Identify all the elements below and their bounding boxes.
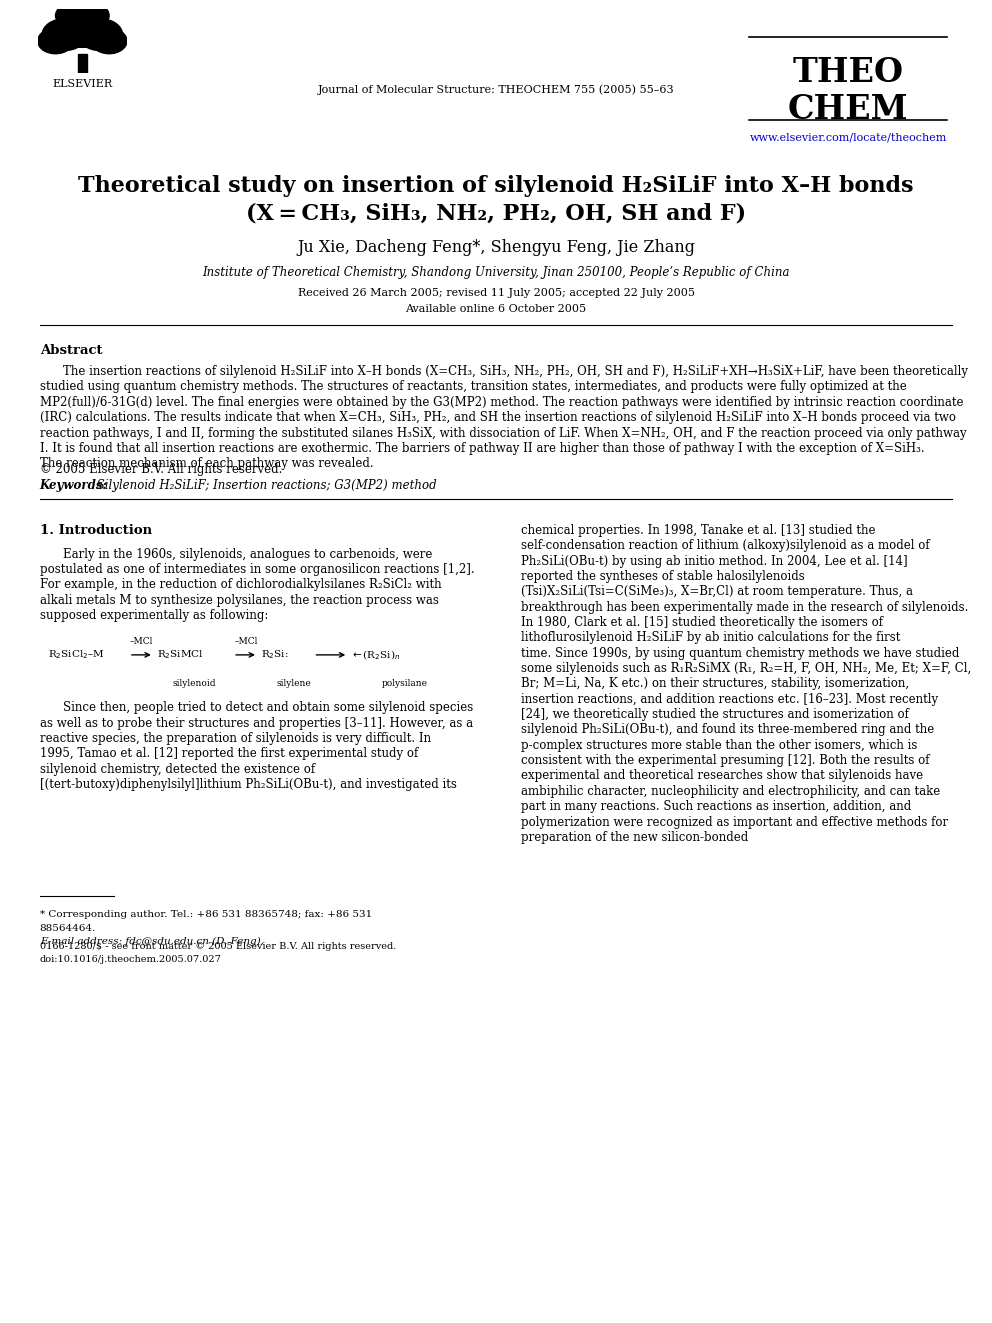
Text: p-complex structures more stable than the other isomers, which is: p-complex structures more stable than th… — [521, 738, 918, 751]
Text: Theoretical study on insertion of silylenoid H₂SiLiF into X–H bonds: Theoretical study on insertion of silyle… — [78, 175, 914, 197]
Bar — [77, 54, 87, 73]
Text: Received 26 March 2005; revised 11 July 2005; accepted 22 July 2005: Received 26 March 2005; revised 11 July … — [298, 288, 694, 299]
Text: doi:10.1016/j.theochem.2005.07.027: doi:10.1016/j.theochem.2005.07.027 — [40, 955, 221, 963]
Text: silylene: silylene — [276, 679, 311, 688]
Circle shape — [56, 3, 91, 28]
Text: supposed experimentally as following:: supposed experimentally as following: — [40, 609, 268, 622]
Text: breakthrough has been experimentally made in the research of silylenoids.: breakthrough has been experimentally mad… — [521, 601, 968, 614]
Text: (Tsi)X₂SiLi(Tsi=C(SiMe₃)₃, X=Br,Cl) at room temperature. Thus, a: (Tsi)X₂SiLi(Tsi=C(SiMe₃)₃, X=Br,Cl) at r… — [521, 585, 913, 598]
Text: experimental and theoretical researches show that silylenoids have: experimental and theoretical researches … — [521, 770, 923, 782]
Text: E-mail address: fdc@sdu.edu.cn (D. Feng).: E-mail address: fdc@sdu.edu.cn (D. Feng)… — [40, 937, 264, 946]
Text: MP2(full)/6-31G(d) level. The final energies were obtained by the G3(MP2) method: MP2(full)/6-31G(d) level. The final ener… — [40, 396, 963, 409]
Text: postulated as one of intermediates in some organosilicon reactions [1,2].: postulated as one of intermediates in so… — [40, 564, 474, 576]
Text: Early in the 1960s, silylenoids, analogues to carbenoids, were: Early in the 1960s, silylenoids, analogu… — [63, 548, 433, 561]
Text: –MCl: –MCl — [129, 636, 153, 646]
Text: part in many reactions. Such reactions as insertion, addition, and: part in many reactions. Such reactions a… — [521, 800, 911, 814]
Text: In 1980, Clark et al. [15] studied theoretically the isomers of: In 1980, Clark et al. [15] studied theor… — [521, 617, 883, 628]
Circle shape — [69, 0, 95, 19]
Text: ambiphilic character, nucleophilicity and electrophilicity, and can take: ambiphilic character, nucleophilicity an… — [521, 785, 940, 798]
Text: reaction pathways, I and II, forming the substituted silanes H₃SiX, with dissoci: reaction pathways, I and II, forming the… — [40, 426, 966, 439]
Text: chemical properties. In 1998, Tanake et al. [13] studied the: chemical properties. In 1998, Tanake et … — [521, 524, 875, 537]
Text: CHEM: CHEM — [788, 93, 909, 126]
Text: I. It is found that all insertion reactions are exothermic. The barriers of path: I. It is found that all insertion reacti… — [40, 442, 925, 455]
Text: 1995, Tamao et al. [12] reported the first experimental study of: 1995, Tamao et al. [12] reported the fir… — [40, 747, 418, 761]
Text: [24], we theoretically studied the structures and isomerization of: [24], we theoretically studied the struc… — [521, 708, 909, 721]
Text: Abstract: Abstract — [40, 344, 102, 357]
Text: Institute of Theoretical Chemistry, Shandong University, Jinan 250100, People’s : Institute of Theoretical Chemistry, Shan… — [202, 266, 790, 279]
Circle shape — [78, 19, 123, 50]
Text: lithoflurosilylenoid H₂SiLiF by ab initio calculations for the first: lithoflurosilylenoid H₂SiLiF by ab initi… — [521, 631, 900, 644]
Circle shape — [91, 28, 127, 54]
Text: The insertion reactions of silylenoid H₂SiLiF into X–H bonds (X=CH₃, SiH₃, NH₂, : The insertion reactions of silylenoid H₂… — [63, 365, 968, 378]
Text: alkali metals M to synthesize polysilanes, the reaction process was: alkali metals M to synthesize polysilane… — [40, 594, 438, 607]
Text: polysilane: polysilane — [382, 679, 428, 688]
Text: Silylenoid H₂SiLiF; Insertion reactions; G3(MP2) method: Silylenoid H₂SiLiF; Insertion reactions;… — [93, 479, 436, 492]
Text: (X = CH₃, SiH₃, NH₂, PH₂, OH, SH and F): (X = CH₃, SiH₃, NH₂, PH₂, OH, SH and F) — [246, 202, 746, 225]
Text: consistent with the experimental presuming [12]. Both the results of: consistent with the experimental presumi… — [521, 754, 930, 767]
Text: R$_2$Si:: R$_2$Si: — [261, 648, 289, 662]
Text: $\leftarrow$(R$_2$Si)$_n$: $\leftarrow$(R$_2$Si)$_n$ — [350, 648, 401, 662]
Text: 0166-1280/$ - see front matter © 2005 Elsevier B.V. All rights reserved.: 0166-1280/$ - see front matter © 2005 El… — [40, 942, 396, 951]
Text: 88564464.: 88564464. — [40, 923, 96, 933]
Text: silylenoid chemistry, detected the existence of: silylenoid chemistry, detected the exist… — [40, 762, 314, 775]
Text: silylenoid: silylenoid — [173, 679, 216, 688]
Text: Available online 6 October 2005: Available online 6 October 2005 — [406, 304, 586, 315]
Circle shape — [73, 3, 109, 28]
Text: reactive species, the preparation of silylenoids is very difficult. In: reactive species, the preparation of sil… — [40, 732, 431, 745]
Text: R$_2$SiMCl: R$_2$SiMCl — [157, 648, 203, 662]
Text: * Corresponding author. Tel.: +86 531 88365748; fax: +86 531: * Corresponding author. Tel.: +86 531 88… — [40, 910, 372, 919]
Text: some silylenoids such as R₁R₂SiMX (R₁, R₂=H, F, OH, NH₂, Me, Et; X=F, Cl,: some silylenoids such as R₁R₂SiMX (R₁, R… — [521, 662, 971, 675]
Text: THEO: THEO — [793, 56, 904, 89]
Text: Since then, people tried to detect and obtain some silylenoid species: Since then, people tried to detect and o… — [63, 701, 473, 714]
Text: [(tert-butoxy)diphenylsilyl]lithium Ph₂SiLi(OBu-t), and investigated its: [(tert-butoxy)diphenylsilyl]lithium Ph₂S… — [40, 778, 456, 791]
Circle shape — [42, 19, 87, 50]
Text: self-condensation reaction of lithium (alkoxy)silylenoid as a model of: self-condensation reaction of lithium (a… — [521, 540, 930, 552]
Text: time. Since 1990s, by using quantum chemistry methods we have studied: time. Since 1990s, by using quantum chem… — [521, 647, 959, 660]
Text: silylenoid Ph₂SiLi(OBu-t), and found its three-membered ring and the: silylenoid Ph₂SiLi(OBu-t), and found its… — [521, 724, 934, 737]
Text: studied using quantum chemistry methods. The structures of reactants, transition: studied using quantum chemistry methods.… — [40, 381, 907, 393]
Text: 1. Introduction: 1. Introduction — [40, 524, 152, 537]
Text: ELSEVIER: ELSEVIER — [53, 79, 112, 90]
Text: Ph₂SiLi(OBu-t) by using ab initio method. In 2004, Lee et al. [14]: Ph₂SiLi(OBu-t) by using ab initio method… — [521, 554, 908, 568]
Circle shape — [56, 9, 109, 48]
Circle shape — [38, 28, 73, 54]
Text: Journal of Molecular Structure: THEOCHEM 755 (2005) 55–63: Journal of Molecular Structure: THEOCHEM… — [317, 85, 675, 95]
Text: Ju Xie, Dacheng Feng*, Shengyu Feng, Jie Zhang: Ju Xie, Dacheng Feng*, Shengyu Feng, Jie… — [297, 239, 695, 257]
Text: preparation of the new silicon-bonded: preparation of the new silicon-bonded — [521, 831, 748, 844]
Text: The reaction mechanism of each pathway was revealed.: The reaction mechanism of each pathway w… — [40, 458, 373, 470]
Text: –MCl: –MCl — [234, 636, 258, 646]
Text: www.elsevier.com/locate/theochem: www.elsevier.com/locate/theochem — [750, 132, 946, 143]
Text: © 2005 Elsevier B.V. All rights reserved.: © 2005 Elsevier B.V. All rights reserved… — [40, 463, 282, 476]
Text: Keywords:: Keywords: — [40, 479, 107, 492]
Text: For example, in the reduction of dichlorodialkylsilanes R₂SiCl₂ with: For example, in the reduction of dichlor… — [40, 578, 441, 591]
Text: R$_2$SiCl$_2$–M: R$_2$SiCl$_2$–M — [48, 648, 104, 662]
Text: (IRC) calculations. The results indicate that when X=CH₃, SiH₃, PH₂, and SH the : (IRC) calculations. The results indicate… — [40, 411, 955, 425]
Text: reported the syntheses of stable halosilylenoids: reported the syntheses of stable halosil… — [521, 570, 805, 583]
Text: insertion reactions, and addition reactions etc. [16–23]. Most recently: insertion reactions, and addition reacti… — [521, 693, 937, 705]
Text: Br; M=Li, Na, K etc.) on their structures, stability, isomerization,: Br; M=Li, Na, K etc.) on their structure… — [521, 677, 909, 691]
Text: as well as to probe their structures and properties [3–11]. However, as a: as well as to probe their structures and… — [40, 717, 473, 729]
Text: polymerization were recognized as important and effective methods for: polymerization were recognized as import… — [521, 815, 948, 828]
